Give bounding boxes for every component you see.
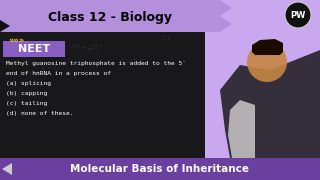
Text: $p_1$: $p_1$	[100, 19, 109, 28]
Polygon shape	[2, 163, 12, 175]
Text: (a) splicing: (a) splicing	[6, 80, 51, 86]
FancyBboxPatch shape	[3, 41, 65, 57]
Polygon shape	[0, 20, 10, 32]
FancyBboxPatch shape	[0, 0, 220, 32]
Text: $3.8$: $3.8$	[160, 33, 172, 42]
FancyBboxPatch shape	[0, 0, 210, 180]
Polygon shape	[220, 50, 320, 158]
Text: Methyl guanosine triphosphate is added to the 5′: Methyl guanosine triphosphate is added t…	[6, 60, 186, 66]
FancyBboxPatch shape	[205, 0, 320, 158]
FancyBboxPatch shape	[0, 158, 320, 180]
Text: Class 12 - Biology: Class 12 - Biology	[48, 10, 172, 24]
Text: PW: PW	[290, 10, 306, 19]
Polygon shape	[220, 0, 232, 32]
Circle shape	[247, 42, 287, 82]
Polygon shape	[252, 39, 283, 55]
Polygon shape	[228, 100, 255, 158]
Circle shape	[285, 2, 311, 28]
Text: (b) capping: (b) capping	[6, 91, 47, 96]
Text: (c) tailing: (c) tailing	[6, 100, 47, 105]
Text: Molecular Basis of Inheritance: Molecular Basis of Inheritance	[70, 164, 250, 174]
Text: $T= t_0 T_0$: $T= t_0 T_0$	[120, 57, 148, 68]
Text: »»»: »»»	[8, 37, 24, 46]
Text: $PV= \frac{n}{M}RT$: $PV= \frac{n}{M}RT$	[70, 42, 104, 55]
Text: NEET: NEET	[18, 44, 50, 54]
Text: $A-D$: $A-D$	[40, 63, 61, 72]
Text: (d) none of these.: (d) none of these.	[6, 111, 74, 116]
Text: end of hnRNA in a process of: end of hnRNA in a process of	[6, 71, 111, 75]
